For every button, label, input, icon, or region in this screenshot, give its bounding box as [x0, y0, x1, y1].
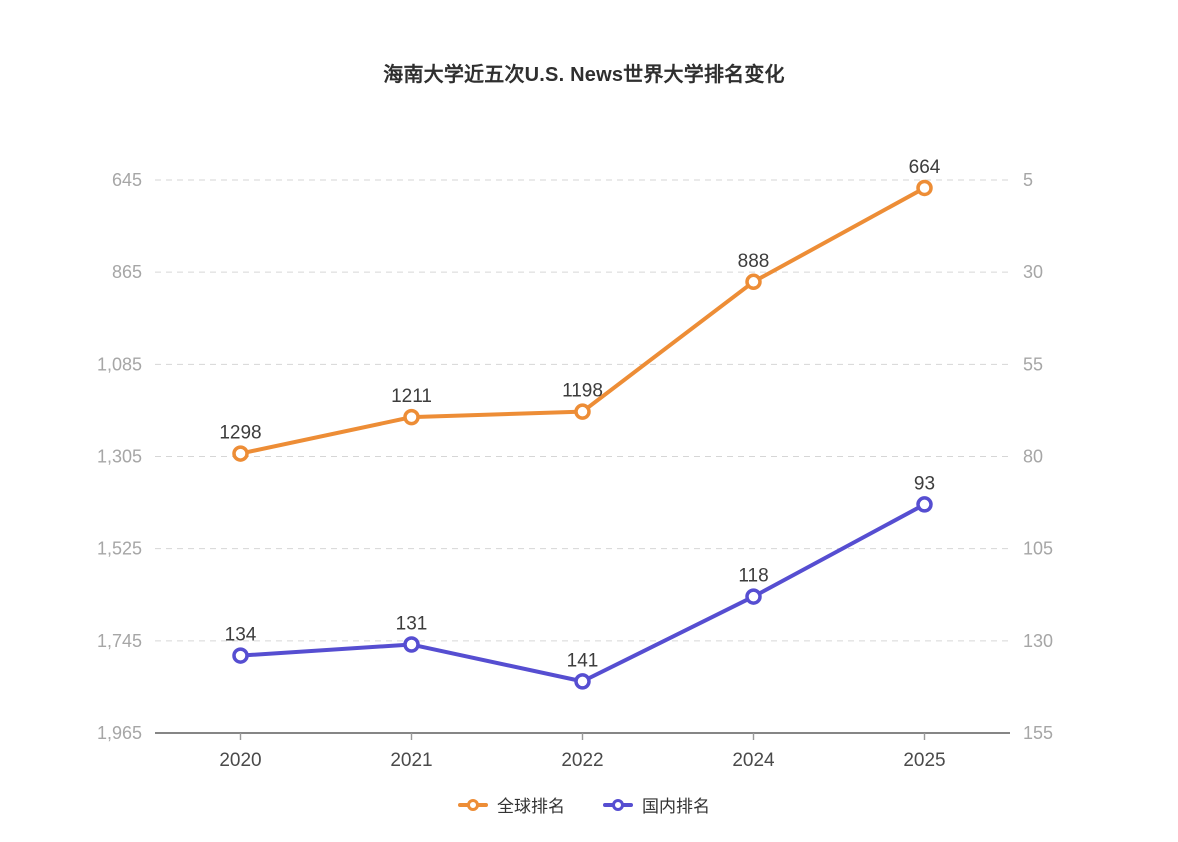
right-axis-tick-label: 130	[1023, 631, 1053, 651]
data-label: 134	[225, 625, 257, 646]
chart-legend: 全球排名 国内排名	[0, 792, 1168, 817]
left-axis-tick-label: 865	[112, 262, 142, 282]
right-axis-tick-label: 55	[1023, 354, 1043, 374]
right-axis-tick-label: 30	[1023, 262, 1043, 282]
data-label: 93	[914, 473, 935, 494]
data-point[interactable]	[232, 647, 249, 664]
data-point[interactable]	[232, 445, 249, 462]
left-axis-tick-label: 1,085	[97, 354, 142, 374]
legend-item-global-rank[interactable]: 全球排名	[458, 792, 565, 817]
legend-marker-line-circle-icon	[458, 798, 488, 811]
right-axis-tick-label: 5	[1023, 170, 1033, 190]
legend-label-global-rank: 全球排名	[497, 797, 565, 816]
right-axis-tick-label: 105	[1023, 539, 1053, 559]
data-label: 1298	[219, 423, 261, 444]
data-point[interactable]	[574, 403, 591, 420]
x-axis-label: 2025	[903, 750, 945, 771]
data-label: 1198	[562, 381, 603, 402]
left-axis-tick-label: 1,745	[97, 631, 142, 651]
data-point[interactable]	[574, 673, 591, 690]
x-axis-label: 2021	[390, 750, 432, 771]
x-axis-label: 2022	[561, 750, 603, 771]
data-point[interactable]	[403, 408, 420, 426]
legend-marker-line-circle-icon	[603, 798, 633, 811]
x-axis-label: 2020	[219, 750, 261, 771]
left-axis-tick-label: 1,525	[97, 539, 142, 559]
x-axis-label: 2024	[732, 750, 775, 771]
data-label: 141	[567, 650, 599, 671]
left-axis-tick-label: 1,305	[97, 447, 142, 467]
legend-item-domestic-rank[interactable]: 国内排名	[603, 792, 710, 817]
legend-label-domestic-rank: 国内排名	[642, 797, 710, 816]
data-label: 1211	[391, 386, 432, 407]
data-point[interactable]	[916, 179, 933, 197]
data-label: 131	[396, 614, 428, 635]
left-axis-tick-label: 1,965	[97, 723, 142, 743]
data-point[interactable]	[916, 496, 933, 513]
data-label: 888	[738, 251, 770, 272]
data-point[interactable]	[745, 588, 762, 605]
right-axis-tick-label: 155	[1023, 723, 1053, 743]
left-axis-tick-label: 645	[112, 170, 142, 190]
chart-title: 海南大学近五次U.S. News世界大学排名变化	[383, 64, 785, 86]
right-axis-tick-label: 80	[1023, 447, 1043, 467]
data-label: 118	[738, 566, 768, 587]
data-label: 664	[909, 157, 941, 178]
data-point[interactable]	[745, 273, 762, 291]
data-point[interactable]	[403, 636, 420, 653]
